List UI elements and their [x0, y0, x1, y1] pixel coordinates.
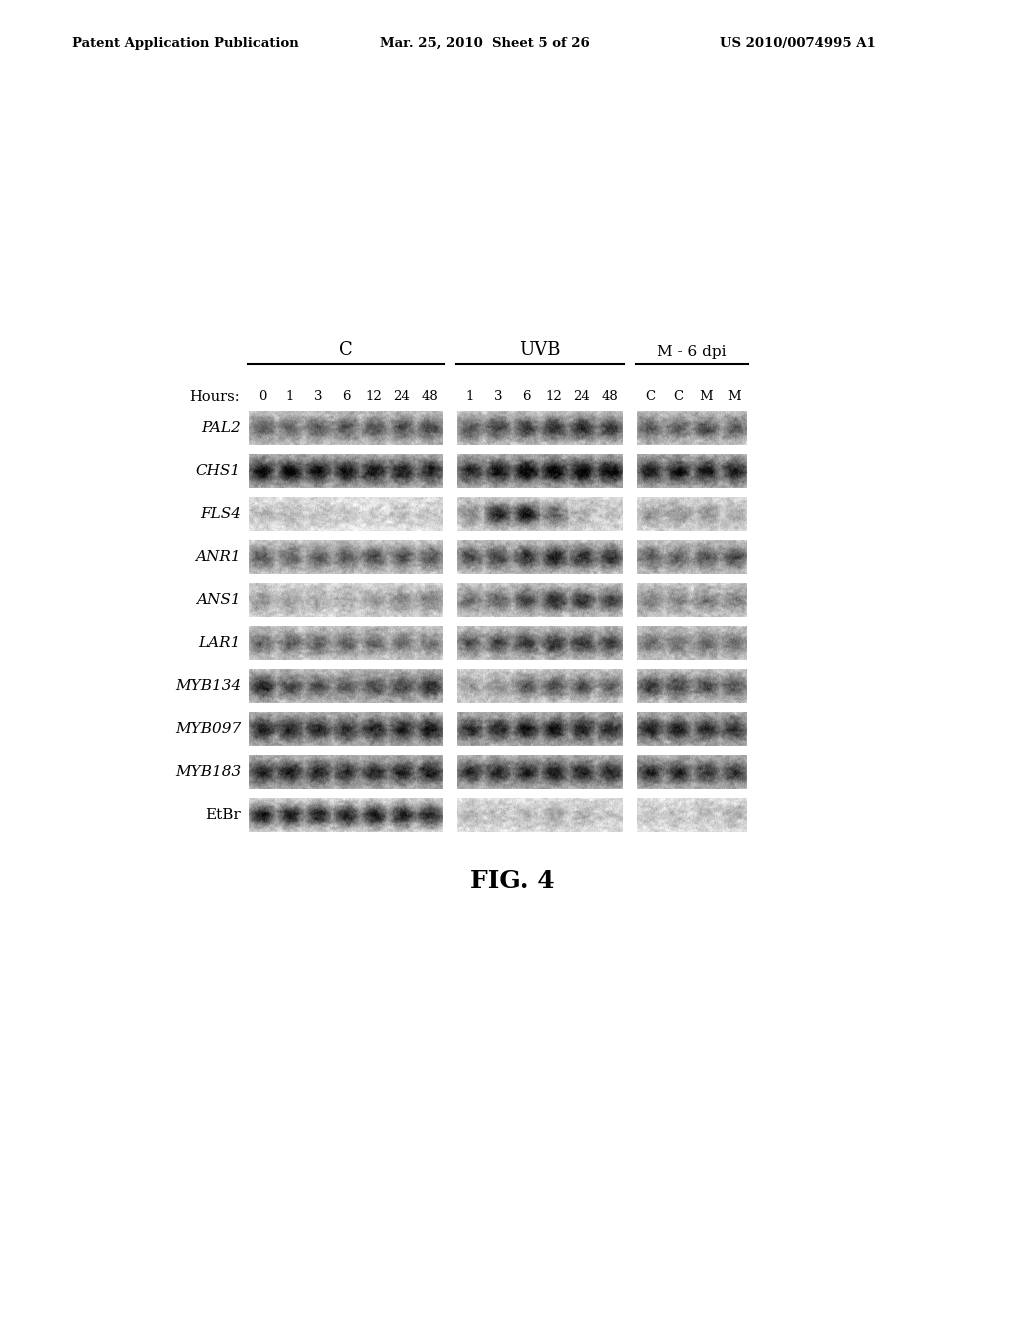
Bar — [636, 411, 748, 446]
Text: C: C — [645, 391, 655, 404]
Text: 0: 0 — [258, 391, 266, 404]
Text: M: M — [727, 391, 740, 404]
Text: PAL2: PAL2 — [202, 421, 241, 436]
Text: M - 6 dpi: M - 6 dpi — [657, 345, 727, 359]
Bar — [456, 411, 624, 446]
Bar — [456, 539, 624, 576]
Text: MYB183: MYB183 — [175, 766, 241, 779]
Text: UVB: UVB — [519, 341, 561, 359]
Text: FIG. 4: FIG. 4 — [470, 869, 554, 894]
Text: C: C — [339, 341, 353, 359]
Text: 12: 12 — [546, 391, 562, 404]
Bar — [636, 453, 748, 488]
Bar — [456, 496, 624, 532]
Bar — [636, 539, 748, 576]
Bar — [248, 711, 444, 747]
Text: 24: 24 — [573, 391, 591, 404]
Bar — [248, 582, 444, 618]
Bar — [456, 797, 624, 833]
Text: 1: 1 — [286, 391, 294, 404]
Bar — [248, 453, 444, 488]
Bar — [248, 754, 444, 789]
Bar — [636, 624, 748, 661]
Bar — [456, 754, 624, 789]
Bar — [248, 411, 444, 446]
Text: LAR1: LAR1 — [199, 636, 241, 649]
Text: ANR1: ANR1 — [196, 550, 241, 564]
Text: 12: 12 — [366, 391, 382, 404]
Bar — [636, 797, 748, 833]
Bar — [636, 496, 748, 532]
Text: 24: 24 — [393, 391, 411, 404]
Text: 3: 3 — [494, 391, 502, 404]
Text: Patent Application Publication: Patent Application Publication — [72, 37, 299, 50]
Bar — [456, 668, 624, 704]
Text: 6: 6 — [342, 391, 350, 404]
Bar — [456, 582, 624, 618]
Bar — [248, 539, 444, 576]
Text: Hours:: Hours: — [189, 389, 240, 404]
Text: Mar. 25, 2010  Sheet 5 of 26: Mar. 25, 2010 Sheet 5 of 26 — [380, 37, 590, 50]
Text: M: M — [699, 391, 713, 404]
Text: CHS1: CHS1 — [196, 465, 241, 478]
Text: MYB097: MYB097 — [175, 722, 241, 737]
Bar — [456, 711, 624, 747]
Text: 48: 48 — [422, 391, 438, 404]
Bar — [636, 668, 748, 704]
Bar — [636, 754, 748, 789]
Bar — [636, 582, 748, 618]
Bar — [636, 711, 748, 747]
Text: MYB134: MYB134 — [175, 678, 241, 693]
Bar — [248, 496, 444, 532]
Bar — [248, 624, 444, 661]
Bar — [456, 624, 624, 661]
Text: C: C — [673, 391, 683, 404]
Bar — [248, 668, 444, 704]
Text: US 2010/0074995 A1: US 2010/0074995 A1 — [720, 37, 876, 50]
Text: 48: 48 — [602, 391, 618, 404]
Text: EtBr: EtBr — [205, 808, 241, 822]
Text: FLS4: FLS4 — [200, 507, 241, 521]
Bar — [456, 453, 624, 488]
Bar — [248, 797, 444, 833]
Text: 6: 6 — [522, 391, 530, 404]
Text: 1: 1 — [466, 391, 474, 404]
Text: 3: 3 — [313, 391, 323, 404]
Text: ANS1: ANS1 — [197, 593, 241, 607]
